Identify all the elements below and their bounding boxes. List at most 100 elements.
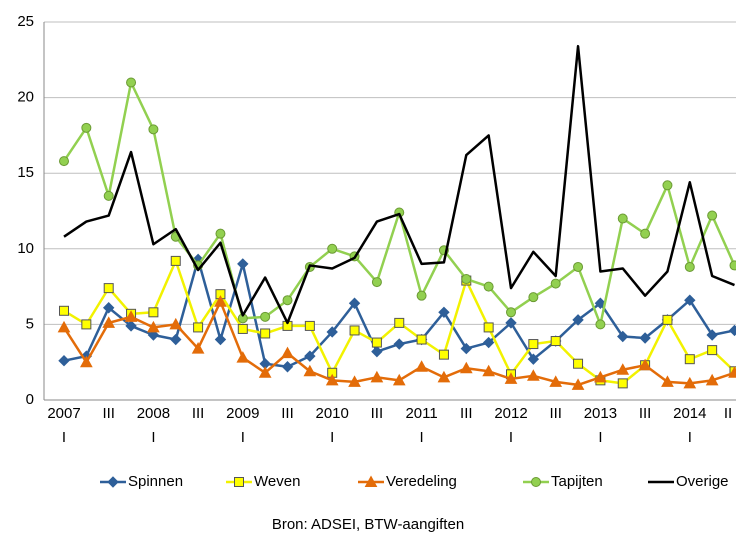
point-marker xyxy=(258,366,272,378)
legend-label: Veredeling xyxy=(386,473,457,490)
point-marker xyxy=(595,319,606,330)
x-tick-label: 2010 xyxy=(316,405,349,422)
point-marker xyxy=(193,322,204,333)
point-marker xyxy=(504,372,518,384)
point-marker xyxy=(684,294,696,306)
legend-label: Overige xyxy=(676,473,729,490)
point-marker xyxy=(348,375,361,387)
x-tick-label: 2012 xyxy=(494,405,527,422)
point-marker xyxy=(707,210,718,221)
y-tick-label: 25 xyxy=(17,13,34,30)
point-marker xyxy=(236,351,250,363)
source-note: Bron: ADSEI, BTW-aangiften xyxy=(272,516,464,533)
legend-label: Weven xyxy=(254,473,300,490)
point-marker xyxy=(617,378,628,389)
x-tick-sublabel: I xyxy=(509,429,513,446)
point-marker xyxy=(371,337,382,348)
point-marker xyxy=(148,307,159,318)
point-marker xyxy=(370,370,384,383)
point-marker xyxy=(81,122,92,133)
x-tick-sublabel: I xyxy=(420,429,424,446)
point-marker xyxy=(416,334,427,345)
point-marker xyxy=(214,333,227,346)
point-marker xyxy=(706,329,718,341)
point-marker xyxy=(102,316,116,328)
x-tick-sublabel: I xyxy=(62,429,66,446)
point-marker xyxy=(327,243,338,254)
point-marker xyxy=(528,339,539,350)
x-tick-sublabel: III xyxy=(371,405,384,422)
x-tick-label: 2007 xyxy=(47,405,80,422)
point-marker xyxy=(728,366,736,378)
y-tick-label: 0 xyxy=(26,391,34,408)
x-tick-sublabel: I xyxy=(330,429,334,446)
point-marker xyxy=(304,320,315,331)
point-marker xyxy=(58,354,70,367)
x-tick-sublabel: I xyxy=(241,429,245,446)
point-marker xyxy=(148,124,159,135)
point-marker xyxy=(728,324,736,337)
point-marker xyxy=(303,364,317,377)
x-tick-sublabel: III xyxy=(549,405,562,422)
point-marker xyxy=(617,330,629,343)
point-marker xyxy=(260,328,271,339)
point-marker xyxy=(662,314,673,325)
point-marker xyxy=(147,320,160,333)
point-marker xyxy=(103,190,114,201)
point-marker xyxy=(594,297,607,309)
point-marker xyxy=(260,311,271,322)
point-marker xyxy=(459,361,473,374)
point-marker xyxy=(371,277,382,288)
point-marker xyxy=(371,345,383,358)
point-marker xyxy=(483,322,494,333)
x-tick-label: 2011 xyxy=(405,405,437,422)
point-marker xyxy=(281,361,294,373)
y-tick-label: 10 xyxy=(17,240,34,257)
series-line xyxy=(63,44,735,325)
point-marker xyxy=(571,378,585,390)
x-tick-label: 2009 xyxy=(226,405,259,422)
legend-marker xyxy=(531,477,541,487)
point-marker xyxy=(393,338,405,350)
x-tick-label: 2014 xyxy=(673,405,706,422)
point-marker xyxy=(281,346,294,359)
point-marker xyxy=(572,314,584,326)
point-marker xyxy=(416,290,427,301)
point-marker xyxy=(125,320,137,332)
point-marker xyxy=(550,336,561,347)
point-marker xyxy=(169,317,183,330)
point-marker xyxy=(214,295,227,307)
point-marker xyxy=(325,373,339,386)
point-marker xyxy=(617,213,628,224)
point-marker xyxy=(573,358,584,369)
point-marker xyxy=(707,345,718,356)
point-marker xyxy=(237,258,249,270)
point-marker xyxy=(550,278,561,289)
x-tick-label: 2008 xyxy=(137,405,170,422)
point-marker xyxy=(59,305,69,316)
x-tick-sublabel: III xyxy=(281,405,294,422)
y-tick-label: 15 xyxy=(17,164,34,181)
point-marker xyxy=(57,320,71,333)
y-tick-label: 20 xyxy=(17,89,34,106)
x-tick-sublabel: III xyxy=(460,405,473,422)
point-marker xyxy=(638,358,652,371)
point-marker xyxy=(594,370,607,383)
point-marker xyxy=(527,353,540,365)
x-tick-sublabel: I xyxy=(151,429,155,446)
point-marker xyxy=(505,317,517,329)
point-marker xyxy=(729,260,736,271)
point-marker xyxy=(528,292,539,303)
x-tick-sublabel: I xyxy=(598,429,602,446)
point-marker xyxy=(482,336,495,349)
point-marker xyxy=(684,261,695,272)
point-marker xyxy=(662,180,673,191)
point-marker xyxy=(616,363,630,375)
point-marker xyxy=(549,375,563,387)
point-marker xyxy=(482,364,495,377)
point-marker xyxy=(438,306,450,319)
point-marker xyxy=(282,295,293,306)
point-marker xyxy=(438,349,449,360)
point-marker xyxy=(573,261,584,272)
